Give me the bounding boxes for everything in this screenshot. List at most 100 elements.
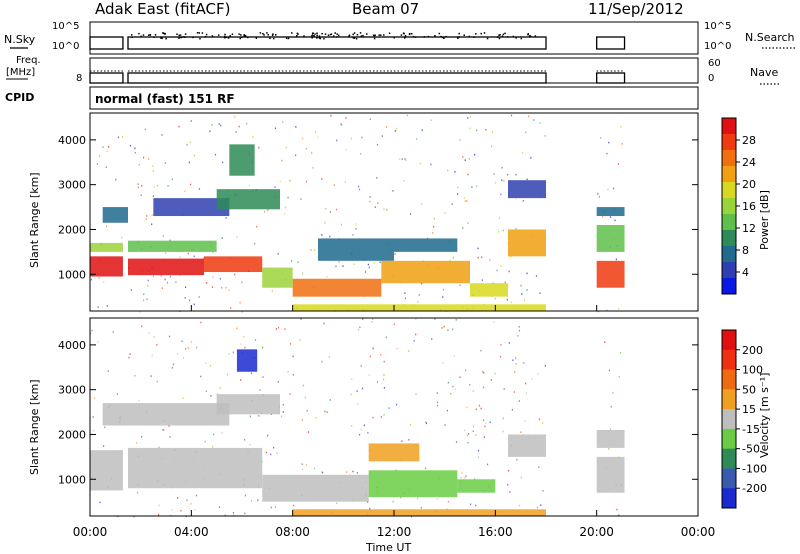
velocity-noise-pixel [218,506,221,508]
power-colorbar-swatch [722,150,736,167]
power-colorbar-label: Power [dB] [758,190,771,250]
velocity-noise-pixel [356,472,358,474]
power-noise-pixel [467,222,469,224]
power-noise-pixel [96,163,99,165]
power-noise-pixel [464,159,466,161]
power-noise-pixel [377,202,379,205]
velocity-noise-pixel [228,352,230,355]
nave-label: Nave [750,66,778,79]
nsky-point [512,35,515,38]
station-title: Adak East (fitACF) [95,0,230,18]
velocity-noise-pixel [480,349,482,352]
nsky-point [178,34,180,37]
power-noise-pixel [608,141,610,144]
power-noise-pixel [539,292,541,294]
power-noise-pixel [369,196,371,198]
nsky-point [330,33,333,36]
velocity-noise-pixel [292,373,294,376]
velocity-noise-pixel [116,393,118,395]
velocity-noise-pixel [388,407,390,409]
power-noise-pixel [462,156,464,158]
nsky-point [312,32,314,35]
nsky-point [457,37,459,39]
power-noise-pixel [314,131,317,134]
velocity-noise-pixel [156,344,158,346]
nsky-point [400,34,403,36]
power-noise-pixel [606,152,608,155]
power-noise-pixel [515,227,517,230]
power-noise-pixel [301,137,304,140]
velocity-noise-pixel [518,400,521,402]
nsky-point [303,35,305,37]
nsky-point [205,33,208,36]
power-colorbar-swatch [722,230,736,247]
power-colorbar-tick-label: 16 [742,200,756,213]
velocity-noise-pixel [436,392,438,394]
velocity-noise-pixel [328,356,330,358]
power-noise-pixel [355,227,357,230]
power-panel: 1000 2000 3000 4000 [58,112,699,313]
power-region-3 [128,258,204,276]
power-noise-pixel [335,265,337,268]
velocity-colorbar-swatch [722,349,736,371]
nsky-point [501,35,504,37]
power-noise-pixel [220,124,222,127]
power-noise-pixel [221,161,224,164]
velocity-colorbar-frame [721,329,737,509]
nsky-point [267,34,269,36]
x-axis-title: Time UT [365,541,411,554]
nsky-point [225,36,227,38]
velocity-noise-pixel [200,321,202,324]
power-noise-pixel [606,309,608,312]
power-noise-pixel [205,282,208,284]
power-noise-pixel [263,210,266,213]
velocity-noise-pixel [352,470,354,473]
power-colorbar-swatch [722,118,736,135]
velocity-noise-pixel [275,328,278,330]
power-noise-pixel [609,216,612,218]
nsky-point [362,34,364,37]
beam-title: Beam 07 [352,0,419,18]
velocity-noise-pixel [542,422,544,424]
power-noise-pixel [427,237,429,240]
power-region-19 [596,224,625,252]
velocity-noise-pixel [257,499,259,502]
power-noise-pixel [147,279,149,282]
velocity-noise-pixel [475,408,477,411]
velocity-noise-pixel [371,320,373,323]
nsky-point [318,37,321,39]
velocity-noise-pixel [444,424,446,426]
power-noise-pixel [289,179,291,182]
power-region-2 [102,207,128,223]
nsky-point [527,33,529,36]
power-noise-pixel [134,151,136,154]
power-noise-pixel [463,197,465,199]
nsky-point [353,37,356,39]
velocity-colorbar-swatch [722,448,736,469]
power-noise-pixel [394,253,396,255]
nsky-trace-0 [89,36,124,50]
power-noise-pixel [457,186,459,189]
nsky-point [380,34,382,36]
power-noise-pixel [515,173,517,176]
nsky-point [373,37,376,40]
velocity-noise-pixel [195,494,198,497]
power-region-7 [216,189,280,210]
nsky-point [498,37,501,40]
power-noise-pixel [98,155,101,157]
power-noise-pixel [338,261,340,263]
power-noise-pixel [206,281,208,284]
nsky-point [388,32,391,35]
velocity-noise-pixel [162,428,164,431]
power-noise-pixel [297,261,299,264]
nsky-point [434,34,436,37]
velocity-noise-pixel [358,433,361,436]
velocity-noise-pixel [360,428,362,431]
power-noise-pixel [500,265,502,267]
power-noise-pixel [398,158,400,161]
power-noise-pixel [359,152,362,155]
nsky-point [506,36,509,38]
velocity-noise-pixel [151,354,153,357]
velocity-noise-pixel [184,347,187,350]
velocity-noise-pixel [472,425,475,428]
